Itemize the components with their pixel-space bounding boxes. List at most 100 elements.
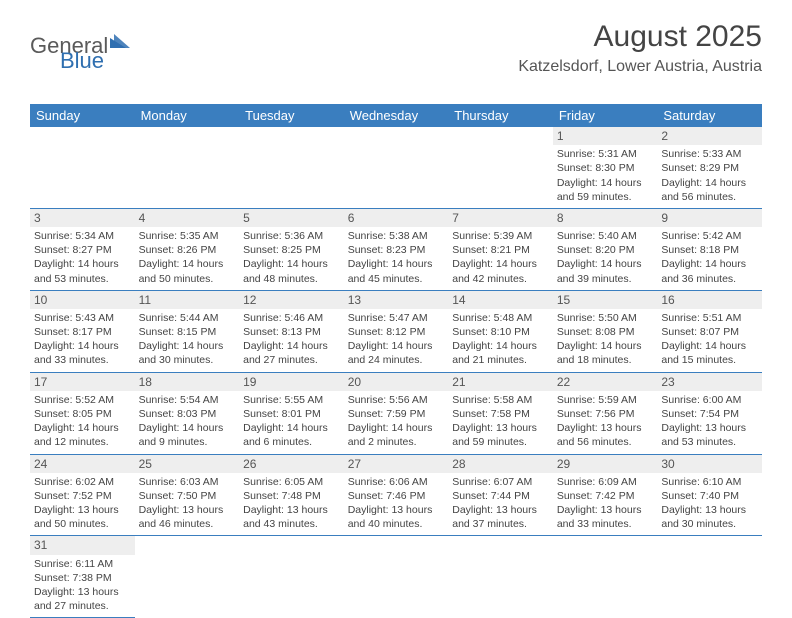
cell-text: Sunset: 8:25 PM xyxy=(243,243,340,257)
cell-text: Sunrise: 5:52 AM xyxy=(34,393,131,407)
day-number: 7 xyxy=(448,209,553,227)
cell-text: Daylight: 13 hours xyxy=(661,503,758,517)
cell-text: Daylight: 13 hours xyxy=(348,503,445,517)
page-subtitle: Katzelsdorf, Lower Austria, Austria xyxy=(518,58,762,76)
cell-text: Sunset: 8:30 PM xyxy=(557,161,654,175)
cell-text: Sunset: 8:10 PM xyxy=(452,325,549,339)
cell-text: and 53 minutes. xyxy=(34,272,131,286)
cell-text: and 33 minutes. xyxy=(34,353,131,367)
calendar-cell xyxy=(135,127,240,208)
cell-text: Sunset: 8:26 PM xyxy=(139,243,236,257)
day-number: 29 xyxy=(553,455,658,473)
calendar-cell: 29Sunrise: 6:09 AMSunset: 7:42 PMDayligh… xyxy=(553,454,658,536)
cell-text: Sunrise: 5:36 AM xyxy=(243,229,340,243)
cell-text: Sunset: 8:18 PM xyxy=(661,243,758,257)
cell-text: and 27 minutes. xyxy=(34,599,131,613)
day-number: 1 xyxy=(553,127,658,145)
cell-text: Sunrise: 5:59 AM xyxy=(557,393,654,407)
cell-text: Sunrise: 5:33 AM xyxy=(661,147,758,161)
cell-text: Sunrise: 5:54 AM xyxy=(139,393,236,407)
cell-text: Sunrise: 5:40 AM xyxy=(557,229,654,243)
cell-text: Daylight: 14 hours xyxy=(34,257,131,271)
cell-text: and 18 minutes. xyxy=(557,353,654,367)
cell-text: Sunset: 7:40 PM xyxy=(661,489,758,503)
cell-text: Sunrise: 5:43 AM xyxy=(34,311,131,325)
cell-text: Sunset: 8:07 PM xyxy=(661,325,758,339)
day-number: 6 xyxy=(344,209,449,227)
cell-text: Sunset: 7:52 PM xyxy=(34,489,131,503)
cell-text: Daylight: 13 hours xyxy=(661,421,758,435)
cell-text: Sunrise: 5:31 AM xyxy=(557,147,654,161)
cell-text: Sunrise: 5:47 AM xyxy=(348,311,445,325)
cell-text: Sunrise: 6:03 AM xyxy=(139,475,236,489)
weekday-header: Tuesday xyxy=(239,104,344,127)
flag-icon xyxy=(110,28,130,54)
cell-text: Sunrise: 5:44 AM xyxy=(139,311,236,325)
page-title: August 2025 xyxy=(518,20,762,54)
cell-text: Sunrise: 5:42 AM xyxy=(661,229,758,243)
day-number: 31 xyxy=(30,536,135,554)
day-number: 27 xyxy=(344,455,449,473)
calendar-cell: 16Sunrise: 5:51 AMSunset: 8:07 PMDayligh… xyxy=(657,290,762,372)
cell-text: and 42 minutes. xyxy=(452,272,549,286)
cell-text: and 40 minutes. xyxy=(348,517,445,531)
calendar-cell xyxy=(553,536,658,618)
cell-text: and 24 minutes. xyxy=(348,353,445,367)
calendar-cell xyxy=(239,536,344,618)
weekday-header: Sunday xyxy=(30,104,135,127)
day-number: 21 xyxy=(448,373,553,391)
day-number: 22 xyxy=(553,373,658,391)
calendar-cell: 17Sunrise: 5:52 AMSunset: 8:05 PMDayligh… xyxy=(30,372,135,454)
cell-text: Daylight: 14 hours xyxy=(139,257,236,271)
calendar-cell: 7Sunrise: 5:39 AMSunset: 8:21 PMDaylight… xyxy=(448,208,553,290)
cell-text: Daylight: 14 hours xyxy=(452,339,549,353)
calendar-cell: 5Sunrise: 5:36 AMSunset: 8:25 PMDaylight… xyxy=(239,208,344,290)
day-number: 12 xyxy=(239,291,344,309)
weekday-header: Friday xyxy=(553,104,658,127)
cell-text: Daylight: 14 hours xyxy=(34,339,131,353)
cell-text: Sunset: 7:56 PM xyxy=(557,407,654,421)
calendar-cell: 25Sunrise: 6:03 AMSunset: 7:50 PMDayligh… xyxy=(135,454,240,536)
day-number: 25 xyxy=(135,455,240,473)
cell-text: and 27 minutes. xyxy=(243,353,340,367)
calendar-cell: 9Sunrise: 5:42 AMSunset: 8:18 PMDaylight… xyxy=(657,208,762,290)
cell-text: Daylight: 13 hours xyxy=(452,503,549,517)
calendar-cell: 2Sunrise: 5:33 AMSunset: 8:29 PMDaylight… xyxy=(657,127,762,208)
day-number: 2 xyxy=(657,127,762,145)
cell-text: Sunset: 8:01 PM xyxy=(243,407,340,421)
cell-text: and 43 minutes. xyxy=(243,517,340,531)
cell-text: and 30 minutes. xyxy=(139,353,236,367)
cell-text: Sunrise: 5:48 AM xyxy=(452,311,549,325)
cell-text: and 33 minutes. xyxy=(557,517,654,531)
cell-text: and 56 minutes. xyxy=(557,435,654,449)
cell-text: Daylight: 14 hours xyxy=(348,421,445,435)
cell-text: Sunset: 8:03 PM xyxy=(139,407,236,421)
calendar-cell: 30Sunrise: 6:10 AMSunset: 7:40 PMDayligh… xyxy=(657,454,762,536)
cell-text: and 56 minutes. xyxy=(661,190,758,204)
cell-text: Sunrise: 6:10 AM xyxy=(661,475,758,489)
calendar-cell: 22Sunrise: 5:59 AMSunset: 7:56 PMDayligh… xyxy=(553,372,658,454)
cell-text: Sunset: 7:50 PM xyxy=(139,489,236,503)
calendar-table: SundayMondayTuesdayWednesdayThursdayFrid… xyxy=(30,104,762,618)
cell-text: Daylight: 14 hours xyxy=(348,257,445,271)
calendar-cell: 27Sunrise: 6:06 AMSunset: 7:46 PMDayligh… xyxy=(344,454,449,536)
cell-text: Sunset: 7:59 PM xyxy=(348,407,445,421)
day-number: 26 xyxy=(239,455,344,473)
day-number: 4 xyxy=(135,209,240,227)
calendar-week: 17Sunrise: 5:52 AMSunset: 8:05 PMDayligh… xyxy=(30,372,762,454)
cell-text: Sunset: 8:13 PM xyxy=(243,325,340,339)
calendar-cell xyxy=(30,127,135,208)
cell-text: Daylight: 14 hours xyxy=(243,421,340,435)
cell-text: Daylight: 14 hours xyxy=(557,339,654,353)
cell-text: Sunrise: 6:09 AM xyxy=(557,475,654,489)
calendar-cell xyxy=(135,536,240,618)
calendar-cell: 8Sunrise: 5:40 AMSunset: 8:20 PMDaylight… xyxy=(553,208,658,290)
day-number: 8 xyxy=(553,209,658,227)
cell-text: Sunset: 8:27 PM xyxy=(34,243,131,257)
calendar-cell: 15Sunrise: 5:50 AMSunset: 8:08 PMDayligh… xyxy=(553,290,658,372)
cell-text: and 6 minutes. xyxy=(243,435,340,449)
cell-text: Sunrise: 6:07 AM xyxy=(452,475,549,489)
cell-text: Daylight: 14 hours xyxy=(557,176,654,190)
day-number: 13 xyxy=(344,291,449,309)
calendar-cell: 28Sunrise: 6:07 AMSunset: 7:44 PMDayligh… xyxy=(448,454,553,536)
